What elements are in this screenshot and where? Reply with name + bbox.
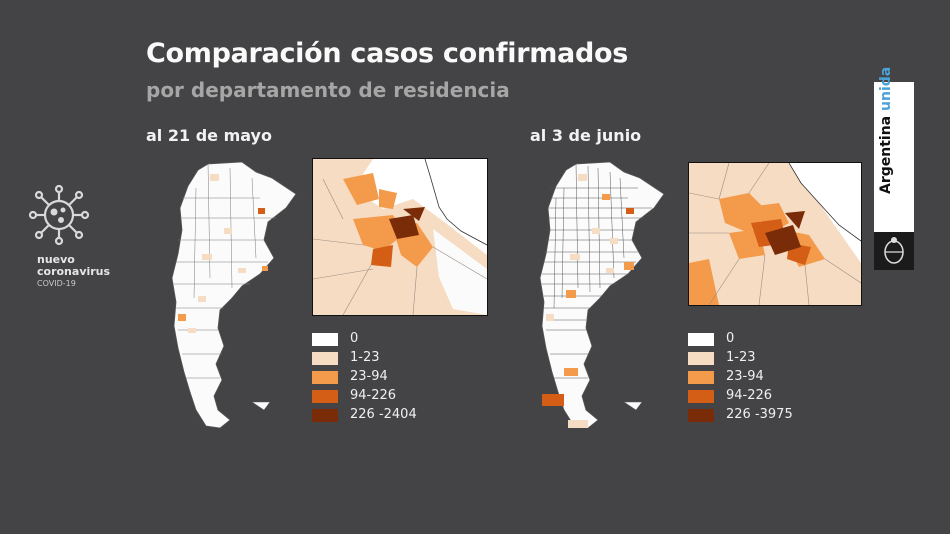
argentina-unida-logo: Argentina unida: [874, 67, 914, 270]
legend-swatch: [688, 352, 714, 365]
legend-swatch: [688, 333, 714, 346]
legend-swatch: [688, 390, 714, 403]
legend-label: 94-226: [726, 388, 773, 403]
buenos-aires-inset-map-junio: [688, 162, 862, 306]
coronavirus-logo-text: nuevo coronavirus COVID-19: [37, 253, 111, 289]
panel-date-label-mayo: al 21 de mayo: [146, 126, 272, 145]
panel-date-label-junio: al 3 de junio: [530, 126, 642, 145]
legend-swatch: [312, 390, 338, 403]
legend-label: 94-226: [350, 388, 397, 403]
argentina-coat-of-arms-icon: [874, 232, 914, 270]
argentina-map-mayo: [171, 161, 297, 429]
argentina-map-junio: [539, 161, 665, 429]
legend-swatch: [312, 352, 338, 365]
brand-text: Argentina: [878, 110, 894, 194]
legend-label: 226 -3975: [726, 407, 793, 422]
legend-swatch: [312, 333, 338, 346]
legend-label: 23-94: [726, 369, 764, 384]
coronavirus-icon: [28, 184, 90, 246]
legend-label: 226 -2404: [350, 407, 417, 422]
choropleth-patches-mayo: [178, 174, 268, 333]
legend-label: 23-94: [350, 369, 388, 384]
legend-label: 1-23: [350, 350, 380, 365]
legend-swatch: [312, 409, 338, 422]
legend-swatch: [312, 371, 338, 384]
legend-label: 0: [726, 331, 735, 346]
page-subtitle: por departamento de residencia: [146, 78, 510, 102]
buenos-aires-inset-map-mayo: [312, 158, 488, 316]
brand-text-accent: unida: [878, 66, 894, 111]
legend-label: 0: [350, 331, 359, 346]
legend-label: 1-23: [726, 350, 756, 365]
page-title: Comparación casos confirmados: [146, 38, 629, 69]
choropleth-patches-junio: [542, 174, 634, 428]
legend-swatch: [688, 371, 714, 384]
legend-swatch: [688, 409, 714, 422]
